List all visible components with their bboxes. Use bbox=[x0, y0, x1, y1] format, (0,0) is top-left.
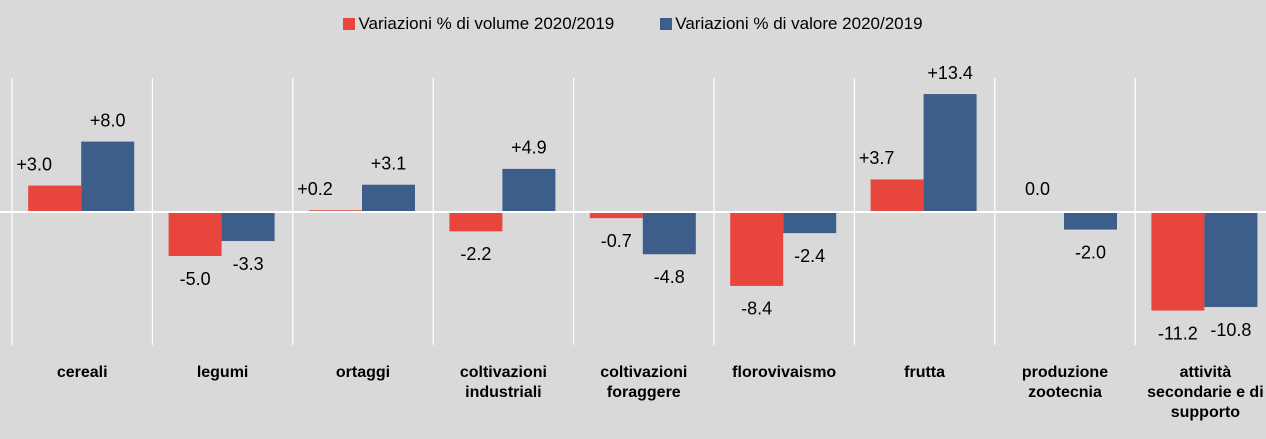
bar bbox=[730, 212, 784, 286]
bar bbox=[502, 168, 556, 212]
legend-item: Variazioni % di valore 2020/2019 bbox=[660, 14, 923, 34]
legend-label: Variazioni % di volume 2020/2019 bbox=[358, 14, 615, 33]
value-label: +0.2 bbox=[297, 179, 333, 199]
value-label: -0.7 bbox=[601, 231, 632, 251]
category-label: coltivazioni industriali bbox=[459, 364, 547, 401]
value-label: +4.9 bbox=[511, 138, 547, 158]
value-label: -3.3 bbox=[233, 254, 264, 274]
legend-label: Variazioni % di valore 2020/2019 bbox=[675, 14, 923, 33]
category-label: legumi bbox=[196, 364, 249, 381]
bar bbox=[923, 94, 977, 212]
bar bbox=[1151, 212, 1205, 311]
category-label: produzione zootecnia bbox=[1021, 364, 1109, 401]
value-label: +13.4 bbox=[927, 63, 973, 83]
legend-swatch bbox=[660, 18, 673, 30]
value-label: +3.1 bbox=[371, 153, 407, 173]
bar bbox=[870, 179, 924, 212]
bar bbox=[449, 212, 503, 232]
category-label: attività secondarie e di supporto bbox=[1147, 364, 1264, 421]
legend: Variazioni % di volume 2020/2019 Variazio… bbox=[0, 14, 1266, 34]
value-label: -11.2 bbox=[1158, 323, 1198, 343]
bar bbox=[783, 212, 837, 234]
bar bbox=[642, 212, 696, 255]
category-label: cereali bbox=[56, 364, 108, 381]
category-label: coltivazioni foraggere bbox=[600, 364, 688, 401]
bar bbox=[362, 184, 415, 212]
value-label: +3.7 bbox=[859, 148, 895, 168]
bar bbox=[81, 141, 135, 212]
bar bbox=[589, 212, 643, 219]
bar bbox=[221, 212, 275, 242]
legend-swatch bbox=[343, 18, 356, 30]
value-label: -2.0 bbox=[1075, 242, 1106, 262]
bar bbox=[1204, 212, 1258, 308]
value-label: 0.0 bbox=[1025, 179, 1050, 199]
value-label: -10.8 bbox=[1210, 320, 1251, 340]
value-label: -5.0 bbox=[180, 269, 211, 289]
bar bbox=[168, 212, 222, 256]
value-label: +8.0 bbox=[90, 110, 126, 130]
category-label: ortaggi bbox=[335, 364, 391, 381]
bar bbox=[28, 185, 82, 212]
category-label: frutta bbox=[904, 364, 946, 381]
category-label: florovivaismo bbox=[732, 364, 837, 381]
value-label: -2.4 bbox=[794, 246, 825, 266]
legend-item: Variazioni % di volume 2020/2019 bbox=[343, 14, 614, 34]
value-label: -8.4 bbox=[741, 299, 772, 319]
value-label: +3.0 bbox=[16, 154, 52, 174]
value-label: -2.2 bbox=[460, 244, 491, 264]
bar bbox=[1064, 212, 1117, 230]
value-label: -4.8 bbox=[654, 267, 685, 287]
